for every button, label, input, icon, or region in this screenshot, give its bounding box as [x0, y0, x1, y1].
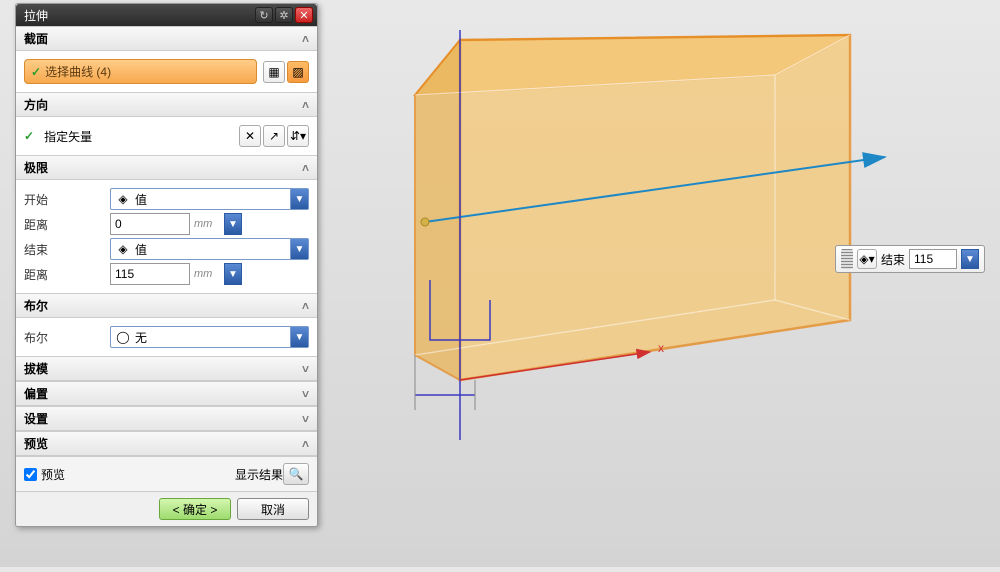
chevron-up-icon: ˄ [302, 299, 309, 313]
none-icon: ◯ [115, 329, 131, 345]
select-curve-label: 选择曲线 (4) [45, 63, 111, 80]
ok-button[interactable]: < 确定 > [159, 498, 231, 520]
chevron-down-icon[interactable]: ▼ [290, 189, 308, 209]
section-label: 截面 [24, 30, 48, 47]
close-icon[interactable]: ✕ [295, 7, 313, 23]
value-icon[interactable]: ◈▾ [857, 249, 877, 269]
section-label: 拔模 [24, 360, 48, 377]
check-icon: ✓ [24, 129, 34, 143]
spin-icon[interactable]: ▼ [961, 249, 979, 269]
vector-label: 指定矢量 [44, 128, 233, 145]
section-label: 方向 [24, 96, 48, 113]
end-label: 结束 [24, 241, 104, 258]
vector-picker-icon[interactable]: ↗ [263, 125, 285, 147]
section-label: 预览 [24, 435, 48, 452]
sketch-icon[interactable]: ▨ [287, 61, 309, 83]
arrow-origin-handle[interactable] [421, 218, 429, 226]
unit-label: mm [194, 268, 218, 280]
section-label: 布尔 [24, 297, 48, 314]
section-header-preview[interactable]: 预览 ˄ [16, 431, 317, 456]
section-header-limits[interactable]: 极限 ˄ [16, 155, 317, 180]
chevron-down-icon: ˅ [302, 362, 309, 376]
chevron-down-icon[interactable]: ▼ [290, 327, 308, 347]
box-side-face [415, 40, 460, 380]
distance2-input[interactable] [110, 263, 190, 285]
float-end-input[interactable] [909, 249, 957, 269]
unit-label: mm [194, 218, 218, 230]
vector-dropdown-icon[interactable]: ⇵▾ [287, 125, 309, 147]
end-mode-combo[interactable]: ◈ 值 ▼ [110, 238, 309, 260]
spin-icon[interactable]: ▼ [224, 263, 242, 285]
chevron-up-icon: ˄ [302, 437, 309, 451]
chevron-up-icon: ˄ [302, 98, 309, 112]
start-mode-combo[interactable]: ◈ 值 ▼ [110, 188, 309, 210]
chevron-up-icon: ˄ [302, 32, 309, 46]
boolean-combo[interactable]: ◯ 无 ▼ [110, 326, 309, 348]
gear-icon[interactable]: ✲ [275, 7, 293, 23]
select-curve-button[interactable]: ✓ 选择曲线 (4) [24, 59, 257, 84]
end-mode-value: 值 [135, 241, 147, 258]
section-label: 极限 [24, 159, 48, 176]
reverse-icon[interactable]: ✕ [239, 125, 261, 147]
check-icon: ✓ [31, 65, 41, 79]
dialog-title: 拉伸 [24, 7, 48, 24]
value-icon: ◈ [115, 191, 131, 207]
chevron-up-icon: ˄ [302, 161, 309, 175]
x-axis-label: x [658, 341, 664, 355]
float-end-label: 结束 [881, 251, 905, 268]
section-label: 偏置 [24, 385, 48, 402]
curve-options-icon[interactable]: ▦ [263, 61, 285, 83]
preview-checkbox[interactable] [24, 468, 37, 481]
section-header-boolean[interactable]: 布尔 ˄ [16, 293, 317, 318]
start-label: 开始 [24, 191, 104, 208]
chevron-down-icon: ˅ [302, 387, 309, 401]
distance1-label: 距离 [24, 216, 104, 233]
cancel-button[interactable]: 取消 [237, 498, 309, 520]
chevron-down-icon: ˅ [302, 412, 309, 426]
model-svg: x [330, 0, 1000, 567]
start-mode-value: 值 [135, 191, 147, 208]
refresh-icon[interactable]: ↻ [255, 7, 273, 23]
preview-label: 预览 [41, 466, 65, 483]
section-header-settings[interactable]: 设置 ˅ [16, 406, 317, 431]
titlebar[interactable]: 拉伸 ↻ ✲ ✕ [16, 4, 317, 26]
box-front-face [460, 35, 850, 380]
drag-grip-icon[interactable] [841, 249, 853, 269]
boolean-label: 布尔 [24, 329, 104, 346]
magnify-icon[interactable]: 🔍 [283, 463, 309, 485]
section-header-profile[interactable]: 截面 ˄ [16, 26, 317, 51]
viewport[interactable]: x [330, 0, 1000, 567]
spin-icon[interactable]: ▼ [224, 213, 242, 235]
boolean-value: 无 [135, 329, 147, 346]
chevron-down-icon[interactable]: ▼ [290, 239, 308, 259]
floating-end-panel[interactable]: ◈▾ 结束 ▼ [835, 245, 985, 273]
section-header-direction[interactable]: 方向 ˄ [16, 92, 317, 117]
distance1-input[interactable] [110, 213, 190, 235]
section-label: 设置 [24, 410, 48, 427]
section-header-draft[interactable]: 拔模 ˅ [16, 356, 317, 381]
extrude-dialog: 拉伸 ↻ ✲ ✕ 截面 ˄ ✓ 选择曲线 (4) ▦ ▨ 方向 ˄ ✓ 指 [15, 3, 318, 527]
show-result-label: 显示结果 [235, 466, 283, 483]
value-icon: ◈ [115, 241, 131, 257]
section-header-offset[interactable]: 偏置 ˅ [16, 381, 317, 406]
distance2-label: 距离 [24, 266, 104, 283]
